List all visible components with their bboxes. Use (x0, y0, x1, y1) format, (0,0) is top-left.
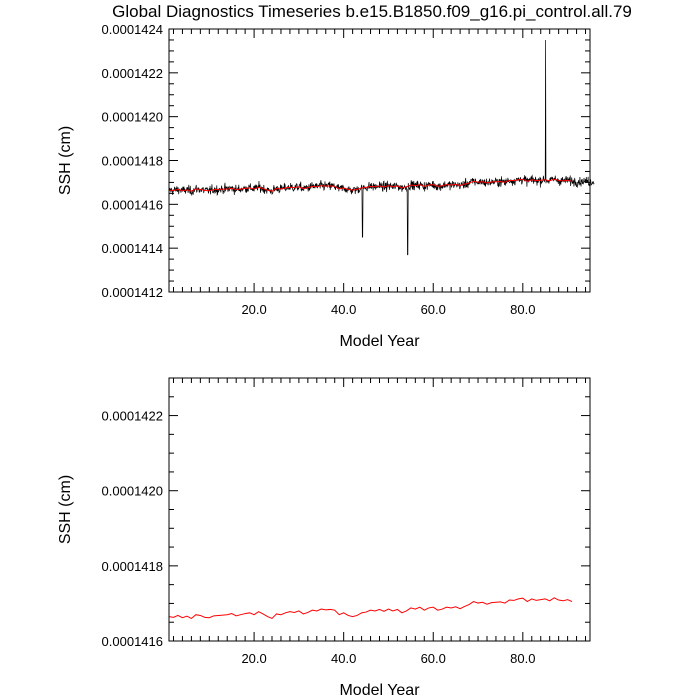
bottom-xtick-label: 20.0 (241, 651, 266, 666)
top-axes-frame (168, 28, 591, 293)
bottom-panel: 20.0 40.0 60.0 80.0 0.0001416 0.0001418 0.0001… (57, 377, 591, 699)
top-ytick-label: 0.0001418 (102, 154, 163, 169)
figure-title: Global Diagnostics Timeseries b.e15.B185… (112, 2, 632, 21)
bottom-ytick-label: 0.0001418 (102, 559, 163, 574)
top-series-monthly (168, 39, 595, 256)
top-xtick-label: 40.0 (331, 302, 356, 317)
top-ytick-label: 0.0001414 (102, 241, 163, 256)
top-y-axis-label: SSH (cm) (57, 126, 74, 195)
bottom-ytick-label: 0.0001420 (102, 484, 163, 499)
bottom-x-axis-label: Model Year (339, 682, 420, 699)
top-xtick-label: 80.0 (510, 302, 535, 317)
top-xtick-label: 60.0 (421, 302, 446, 317)
bottom-ytick-label: 0.0001422 (102, 409, 163, 424)
bottom-xtick-label: 60.0 (421, 651, 446, 666)
bottom-xtick-label: 40.0 (331, 651, 356, 666)
top-xtick-label: 20.0 (241, 302, 266, 317)
top-ytick-label: 0.0001422 (102, 66, 163, 81)
bottom-xtick-label: 80.0 (510, 651, 535, 666)
top-ytick-label: 0.0001416 (102, 197, 163, 212)
top-ytick-label: 0.0001412 (102, 285, 163, 300)
bottom-ytick-label: 0.0001416 (102, 634, 163, 649)
top-x-axis-label: Model Year (339, 333, 420, 350)
top-ytick-label: 0.0001420 (102, 110, 163, 125)
top-ytick-label: 0.0001424 (102, 22, 163, 37)
bottom-series-annual (168, 597, 573, 620)
top-panel: 20.0 40.0 60.0 80.0 0.0001412 0.0001414 0.0001… (57, 22, 595, 350)
top-series-annual (168, 178, 573, 192)
bottom-y-axis-label: SSH (cm) (57, 475, 74, 544)
